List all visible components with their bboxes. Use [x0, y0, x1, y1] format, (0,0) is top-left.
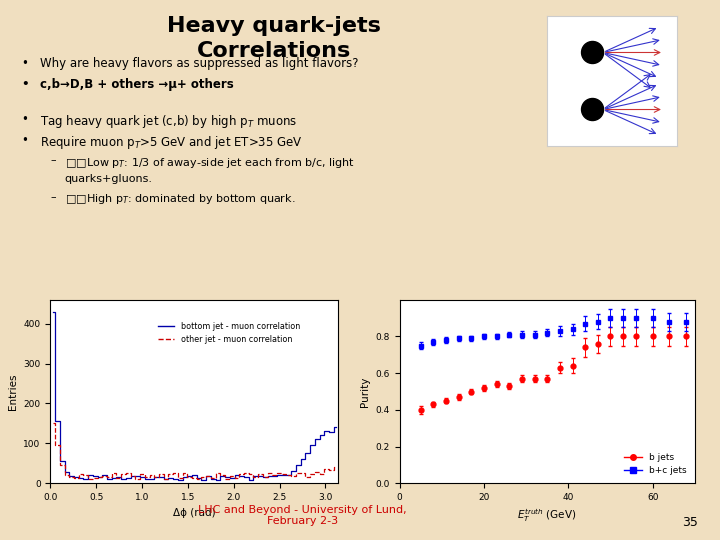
Text: •: • [22, 78, 30, 91]
Text: –: – [50, 192, 56, 202]
Y-axis label: Purity: Purity [360, 376, 370, 407]
Text: quarks+gluons.: quarks+gluons. [65, 174, 153, 184]
Text: □□High p$_T$: dominated by bottom quark.: □□High p$_T$: dominated by bottom quark. [65, 192, 295, 206]
Legend: bottom jet - muon correlation, other jet - muon correlation: bottom jet - muon correlation, other jet… [155, 319, 303, 347]
Circle shape [582, 42, 603, 64]
Text: •: • [22, 57, 29, 70]
Text: Heavy quark-jets
Correlations: Heavy quark-jets Correlations [166, 16, 381, 61]
Text: c,b→D,B + others →μ+ others: c,b→D,B + others →μ+ others [40, 78, 233, 91]
X-axis label: $E_T^{truth}$ (GeV): $E_T^{truth}$ (GeV) [518, 508, 577, 524]
X-axis label: Δϕ (rad): Δϕ (rad) [173, 508, 216, 517]
Text: –: – [50, 156, 56, 166]
Text: •: • [22, 113, 29, 126]
Text: □□Low p$_T$: 1/3 of away-side jet each from b/c, light: □□Low p$_T$: 1/3 of away-side jet each f… [65, 156, 355, 170]
Circle shape [582, 98, 603, 120]
Legend: b jets, b+c jets: b jets, b+c jets [620, 449, 690, 479]
Text: 35: 35 [683, 516, 698, 529]
Text: Why are heavy flavors as suppressed as light flavors?: Why are heavy flavors as suppressed as l… [40, 57, 358, 70]
Text: Tag heavy quark jet (c,b) by high p$_T$ muons: Tag heavy quark jet (c,b) by high p$_T$ … [40, 113, 297, 130]
Text: •: • [22, 134, 29, 147]
Text: Require muon p$_T$>5 GeV and jet ET>35 GeV: Require muon p$_T$>5 GeV and jet ET>35 G… [40, 134, 302, 151]
Text: LHC and Beyond - University of Lund,
February 2-3: LHC and Beyond - University of Lund, Feb… [198, 505, 407, 526]
Y-axis label: Entries: Entries [8, 373, 18, 410]
